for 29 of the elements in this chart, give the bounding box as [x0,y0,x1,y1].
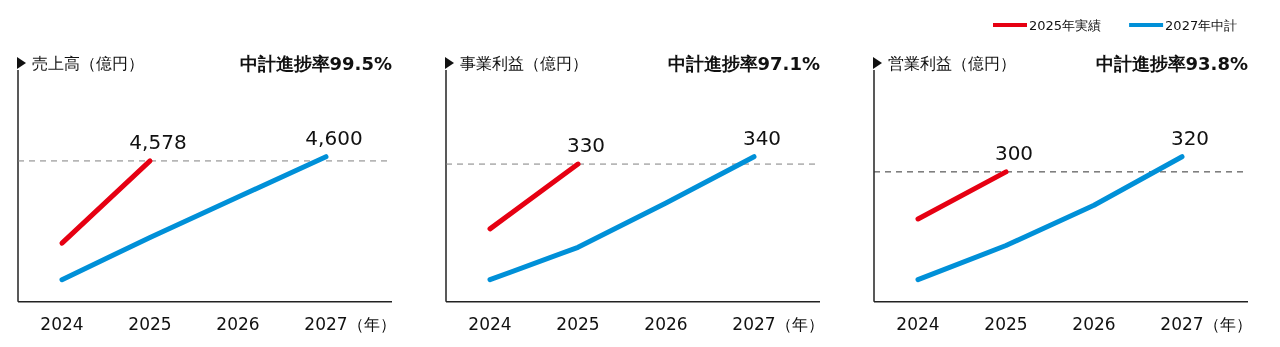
x-tick-label: 2024 [40,314,84,334]
data-label: 4,578 [129,129,187,154]
data-label: 300 [994,140,1034,165]
chart-title: 売上高（億円） [32,54,144,73]
x-tick-label: 2027 [732,314,776,334]
x-tick-label: 2026 [644,314,688,334]
x-tick-label: 2025 [556,314,600,334]
x-axis-title: （年） [1204,315,1252,334]
x-tick-label: 2024 [896,314,940,334]
chart-subtitle: 中計進捗率97.1% [667,53,820,74]
data-label: 340 [742,125,782,150]
data-label: 330 [566,133,606,158]
x-axis-title: （年） [776,315,824,334]
x-tick-label: 2024 [468,314,512,334]
legend-label: 2025年実績 [1029,18,1102,33]
x-tick-label: 2027 [304,314,348,334]
data-label: 4,600 [305,125,363,150]
x-tick-label: 2025 [128,314,172,334]
x-tick-label: 2025 [984,314,1028,334]
data-label: 320 [1170,125,1210,150]
legend-label: 2027年中計 [1165,18,1238,33]
chart-subtitle: 中計進捗率99.5% [239,53,392,74]
chart-title: 事業利益（億円） [460,54,588,73]
x-tick-label: 2026 [1072,314,1116,334]
x-tick-label: 2026 [216,314,260,334]
x-axis-title: （年） [348,315,396,334]
chart-title: 営業利益（億円） [888,54,1016,73]
chart-subtitle: 中計進捗率93.8% [1095,53,1248,74]
x-tick-label: 2027 [1160,314,1204,334]
